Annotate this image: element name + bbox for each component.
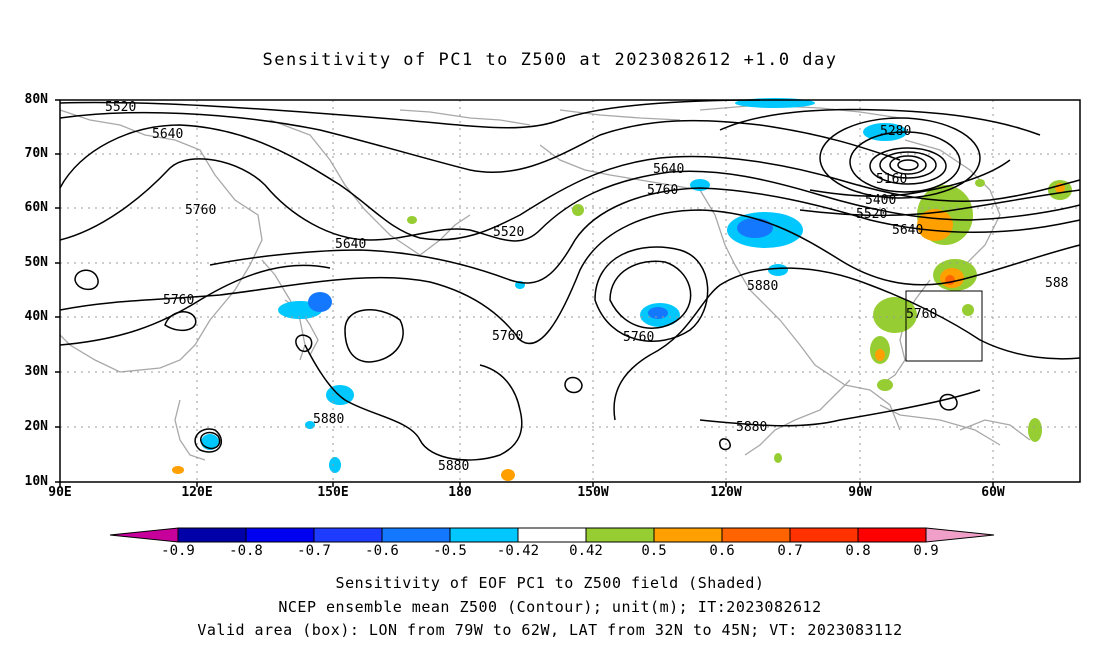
colorbar-segment	[449, 527, 519, 543]
colorbar-extend-low	[109, 527, 179, 543]
colorbar-label: -0.42	[496, 543, 540, 559]
lon-label: 150W	[577, 485, 609, 500]
lat-label: 10N	[24, 474, 48, 489]
colorbar-segment	[381, 527, 451, 543]
caption-contour: NCEP ensemble mean Z500 (Contour); unit(…	[278, 598, 822, 616]
caption-shading: Sensitivity of EOF PC1 to Z500 field (Sh…	[335, 574, 765, 592]
lat-label: 60N	[24, 200, 48, 215]
contour-label: 5400	[865, 193, 896, 208]
caption-valid-area: Valid area (box): LON from 79W to 62W, L…	[197, 621, 903, 639]
colorbar-label: -0.7	[297, 543, 331, 559]
contour-label: 5520	[105, 100, 136, 115]
colorbar-segment	[789, 527, 859, 543]
lon-label: 150E	[317, 485, 349, 500]
lat-label: 30N	[24, 364, 48, 379]
colorbar-label: 0.8	[845, 543, 871, 559]
map-frame	[59, 99, 1081, 483]
lon-label: 90E	[48, 485, 72, 500]
colorbar-segment	[585, 527, 655, 543]
contour-label: 5280	[880, 124, 911, 139]
contour-label: 5880	[438, 459, 469, 474]
lat-lon-grid	[60, 100, 1080, 482]
colorbar-label: 0.42	[569, 543, 603, 559]
colorbar-label: 0.7	[777, 543, 803, 559]
contour-label: 5760	[647, 183, 678, 198]
contour-label: 5640	[892, 223, 923, 238]
colorbar-segment	[245, 527, 315, 543]
colorbar-segment	[857, 527, 927, 543]
map-title: Sensitivity of PC1 to Z500 at 2023082612…	[262, 50, 838, 70]
lat-label: 20N	[24, 419, 48, 434]
lon-label: 120E	[181, 485, 213, 500]
contour-label: 5880	[313, 412, 344, 427]
contour-label: 5760	[492, 329, 523, 344]
contour-label: 5640	[335, 237, 366, 252]
contour-label: 5880	[736, 420, 767, 435]
colorbar	[109, 527, 995, 543]
colorbar-segment	[721, 527, 791, 543]
colorbar-segment	[653, 527, 723, 543]
lon-label: 120W	[710, 485, 742, 500]
sensitivity-shading	[172, 98, 1072, 481]
valid-area-box	[905, 290, 983, 362]
contour-label: 5760	[906, 307, 937, 322]
colorbar-label: 0.9	[913, 543, 939, 559]
contour-label: 5520	[493, 225, 524, 240]
contour-label: 588	[1045, 276, 1068, 291]
colorbar-label: -0.8	[229, 543, 263, 559]
contour-label: 5760	[623, 330, 654, 345]
contour-label: 5520	[856, 207, 887, 222]
contour-label: 5760	[163, 293, 194, 308]
colorbar-segment	[517, 527, 587, 543]
colorbar-segment	[177, 527, 247, 543]
lon-label: 180	[448, 485, 472, 500]
colorbar-segment	[313, 527, 383, 543]
coastlines	[59, 104, 1031, 461]
colorbar-label: 0.5	[641, 543, 667, 559]
contour-label: 5640	[152, 127, 183, 142]
colorbar-label: -0.6	[365, 543, 399, 559]
axis-ticks	[55, 99, 994, 487]
lon-label: 60W	[981, 485, 1005, 500]
contour-label: 5880	[747, 279, 778, 294]
colorbar-extend-high	[925, 527, 995, 543]
lat-label: 70N	[24, 146, 48, 161]
lat-label: 50N	[24, 255, 48, 270]
contour-label: 5640	[653, 162, 684, 177]
contour-label: 5760	[185, 203, 216, 218]
lat-label: 80N	[24, 92, 48, 107]
contour-label: 5160	[876, 172, 907, 187]
contour-labels: 5520 5640 5760 5640 5760 5520 5640 5760 …	[105, 100, 1068, 474]
lon-label: 90W	[848, 485, 872, 500]
z500-contours	[59, 99, 1081, 461]
colorbar-label: 0.6	[709, 543, 735, 559]
lat-label: 40N	[24, 309, 48, 324]
colorbar-label: -0.9	[161, 543, 195, 559]
colorbar-label: -0.5	[433, 543, 467, 559]
